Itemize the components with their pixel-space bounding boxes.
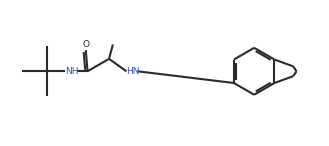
Text: HN: HN xyxy=(126,67,139,76)
Text: NH: NH xyxy=(65,67,79,76)
Text: O: O xyxy=(82,40,89,49)
